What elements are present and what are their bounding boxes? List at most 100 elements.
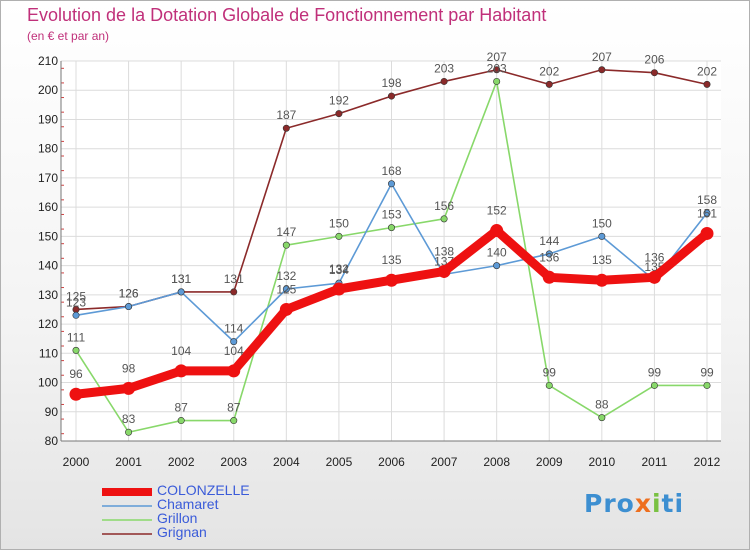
data-label-grignan-2012: 202: [697, 64, 717, 78]
chart-subtitle: (en € et par an): [27, 29, 110, 43]
data-label-colonzelle-2005: 132: [329, 262, 349, 276]
data-label-chamaret-2009: 144: [539, 234, 559, 248]
legend-swatch-grillon: [102, 519, 152, 521]
data-label-colonzelle-2011: 136: [644, 250, 664, 264]
point-colonzelle-2012: [700, 226, 714, 240]
logo-part-pro: Pro: [584, 489, 635, 518]
chart-title: Evolution de la Dotation Globale de Fonc…: [27, 5, 547, 25]
point-colonzelle-2000: [69, 387, 83, 401]
point-grignan-2003: [230, 288, 238, 296]
y-tick-label-170: 170: [38, 171, 58, 185]
data-label-grillon-2008: 203: [487, 61, 507, 75]
point-grignan-2004: [282, 124, 290, 132]
point-grignan-2009: [545, 80, 553, 88]
point-grignan-2007: [440, 77, 448, 85]
point-colonzelle-2002: [174, 364, 188, 378]
x-tick-label-2004: 2004: [273, 455, 300, 469]
point-grillon-2008: [493, 77, 501, 85]
data-label-grillon-2007: 156: [434, 199, 454, 213]
data-label-grillon-2000: 111: [67, 330, 86, 344]
point-chamaret-2008: [493, 262, 501, 270]
data-label-grillon-2005: 150: [329, 216, 349, 230]
point-grignan-2011: [650, 69, 658, 77]
data-label-grillon-2011: 99: [648, 365, 662, 379]
point-chamaret-2006: [387, 180, 395, 188]
y-tick-label-190: 190: [38, 112, 58, 126]
data-label-colonzelle-2007: 138: [434, 244, 454, 258]
logo-part-i: i: [651, 489, 662, 518]
y-tick-label-160: 160: [38, 200, 58, 214]
data-label-chamaret-2006: 168: [381, 164, 401, 178]
data-label-chamaret-2000: 123: [66, 295, 86, 309]
legend-swatch-grignan: [102, 533, 152, 535]
point-grillon-2005: [335, 232, 343, 240]
point-colonzelle-2004: [279, 302, 293, 316]
point-chamaret-2010: [598, 232, 606, 240]
point-chamaret-2001: [125, 303, 133, 311]
point-grignan-2008: [493, 66, 501, 74]
data-label-chamaret-2005: 134: [329, 263, 349, 277]
y-tick-label-130: 130: [38, 288, 58, 302]
data-label-colonzelle-2008: 152: [487, 204, 507, 218]
point-grillon-2012: [703, 381, 711, 389]
point-grillon-2001: [125, 428, 133, 436]
data-label-chamaret-2003: 114: [224, 322, 243, 336]
data-label-colonzelle-2000: 96: [69, 367, 83, 381]
data-label-chamaret-2012: 158: [697, 193, 717, 207]
point-chamaret-2004: [282, 285, 290, 293]
x-tick-label-2008: 2008: [483, 455, 510, 469]
point-grillon-2009: [545, 381, 553, 389]
point-colonzelle-2003: [227, 364, 241, 378]
data-label-grignan-2011: 206: [644, 53, 664, 67]
logo-part-ti: ti: [661, 489, 685, 518]
x-tick-label-2006: 2006: [378, 455, 405, 469]
x-tick-label-2009: 2009: [536, 455, 563, 469]
point-colonzelle-2006: [385, 273, 398, 287]
point-grillon-2002: [177, 417, 185, 425]
data-label-grillon-2004: 147: [276, 225, 296, 239]
data-label-colonzelle-2006: 135: [381, 253, 401, 267]
y-tick-label-110: 110: [39, 346, 58, 360]
legend-label-grillon: Grillon: [157, 510, 198, 526]
legend-swatch-chamaret: [102, 505, 152, 507]
y-tick-label-90: 90: [45, 405, 59, 419]
point-grignan-2006: [387, 92, 395, 100]
data-label-grillon-2010: 88: [595, 398, 609, 412]
data-label-grignan-2002: 131: [171, 272, 191, 286]
y-tick-label-150: 150: [38, 229, 58, 243]
point-grillon-2007: [440, 215, 448, 223]
data-label-grillon-2012: 99: [700, 365, 714, 379]
data-label-chamaret-2004: 132: [276, 269, 296, 283]
y-tick-label-210: 210: [38, 54, 58, 68]
x-tick-label-2002: 2002: [168, 455, 195, 469]
data-label-grignan-2006: 198: [381, 76, 401, 90]
point-chamaret-2002: [177, 288, 185, 296]
point-grillon-2011: [650, 381, 658, 389]
point-grillon-2010: [598, 414, 606, 422]
point-colonzelle-2011: [647, 270, 661, 284]
y-tick-label-200: 200: [38, 83, 58, 97]
data-label-grillon-2003: 87: [227, 401, 241, 415]
x-tick-label-2012: 2012: [694, 455, 721, 469]
point-chamaret-2009: [545, 250, 553, 258]
data-label-grignan-2009: 202: [539, 64, 559, 78]
point-colonzelle-2008: [490, 224, 504, 238]
legend-label-chamaret: Chamaret: [157, 496, 219, 512]
point-grillon-2000: [72, 346, 80, 354]
data-label-grignan-2005: 192: [329, 94, 349, 108]
data-label-chamaret-2008: 140: [487, 246, 507, 260]
point-grignan-2012: [703, 80, 711, 88]
point-chamaret-2000: [72, 311, 80, 319]
point-grignan-2010: [598, 66, 606, 74]
data-label-grignan-2001: 126: [119, 287, 139, 301]
legend-label-colonzelle: COLONZELLE: [157, 482, 250, 498]
point-chamaret-2003: [230, 338, 238, 346]
y-tick-label-80: 80: [45, 434, 59, 448]
point-colonzelle-2007: [437, 264, 451, 278]
data-label-grignan-2000: 125: [66, 289, 86, 303]
y-tick-label-180: 180: [38, 142, 58, 156]
point-grignan-2005: [335, 110, 343, 118]
data-label-colonzelle-2004: 125: [276, 282, 296, 296]
